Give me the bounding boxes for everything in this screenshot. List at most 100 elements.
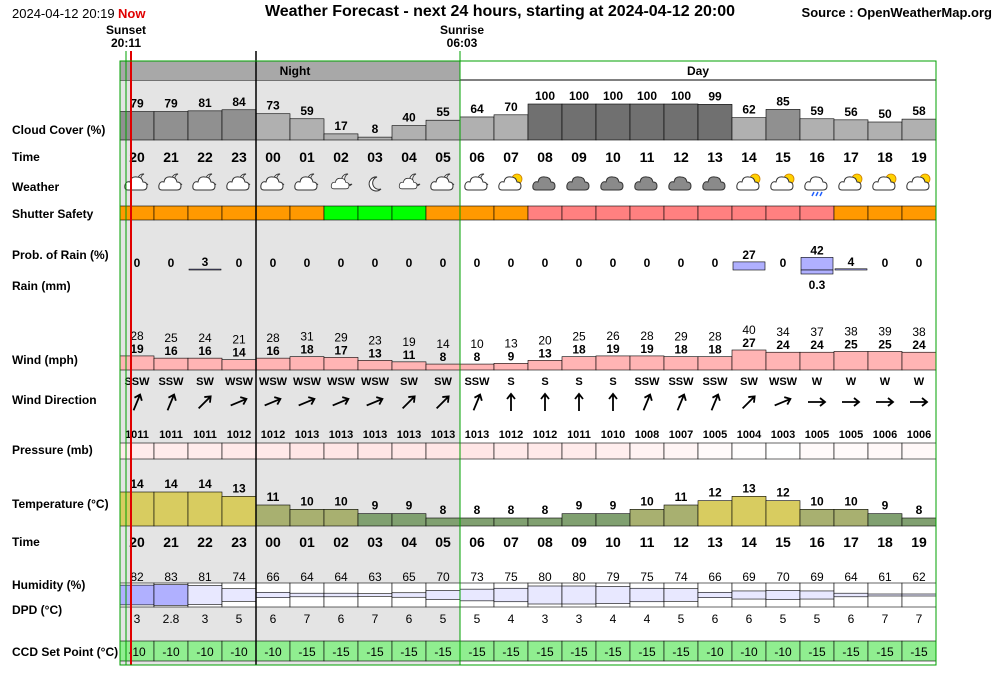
row-label-wind-direction: Wind Direction <box>12 393 97 407</box>
wind-speed-bar <box>289 356 325 371</box>
time-label: 08 <box>537 149 553 165</box>
pressure-cell <box>663 442 699 460</box>
wind-speed-bar <box>255 357 291 371</box>
wind-gust-value: 25 <box>164 331 178 345</box>
temperature-value: 10 <box>334 494 348 508</box>
dpd-value: 3 <box>202 612 209 626</box>
pressure-value: 1013 <box>329 429 353 441</box>
humidity-value: 74 <box>232 570 246 584</box>
wind-gust-value: 28 <box>266 331 280 345</box>
time-label: 19 <box>911 149 927 165</box>
wind-direction-label: SW <box>740 376 758 388</box>
humidity-value: 70 <box>776 570 790 584</box>
cloud-shape <box>330 177 350 190</box>
humidity-bar <box>153 584 189 606</box>
temperature-bar <box>663 504 699 527</box>
dpd-value: 3 <box>542 612 549 626</box>
wind-arrow-icon <box>842 397 861 407</box>
pressure-cell <box>119 442 155 460</box>
wind-gust-value: 38 <box>912 325 926 339</box>
overcast-icon <box>600 176 624 191</box>
pressure-value: 1007 <box>669 429 693 441</box>
arrow-shape <box>366 396 384 407</box>
cloud-cover-value: 50 <box>878 107 892 121</box>
cloud-cover-value: 59 <box>810 104 824 118</box>
pressure-value: 1012 <box>499 429 523 441</box>
temperature-value: 9 <box>372 499 379 513</box>
time-label-bottom: 10 <box>605 534 621 550</box>
rain-probability-value: 0 <box>338 256 345 270</box>
wind-speed-value: 13 <box>538 346 552 360</box>
dpd-value: 5 <box>678 612 685 626</box>
humidity-bar <box>221 588 257 602</box>
shutter-safety-cell <box>187 205 223 221</box>
wind-speed-bar <box>663 356 699 371</box>
cloud-cover-value: 85 <box>776 94 790 108</box>
pressure-value: 1008 <box>635 429 659 441</box>
ccd-value: -15 <box>366 645 384 659</box>
wind-speed-bar <box>391 361 427 371</box>
temperature-value: 11 <box>267 490 280 504</box>
shutter-safety-cell <box>459 205 495 221</box>
temperature-value: 9 <box>576 499 583 513</box>
cloud-cover-value: 58 <box>912 104 926 118</box>
temperature-bar <box>799 509 835 527</box>
time-label-bottom: 02 <box>333 534 349 550</box>
cloud-cover-bar <box>629 103 665 141</box>
wind-speed-value: 25 <box>844 337 858 351</box>
wind-gust-value: 29 <box>334 330 348 344</box>
overcast-icon <box>702 176 726 191</box>
time-label: 01 <box>299 149 315 165</box>
shutter-safety-cell <box>799 205 835 221</box>
arrow-shape <box>608 392 618 411</box>
row-label-time: Time <box>12 150 40 164</box>
wind-arrow-icon <box>608 392 618 411</box>
wind-speed-bar <box>459 363 495 371</box>
humidity-bar <box>187 585 223 605</box>
sunset-info: Sunset 20:11 <box>81 24 171 50</box>
wind-gust-value: 37 <box>810 325 824 339</box>
time-label: 10 <box>605 149 621 165</box>
shutter-safety-cell <box>731 205 767 221</box>
time-label: 03 <box>367 149 383 165</box>
time-label-bottom: 22 <box>197 534 213 550</box>
pressure-cell <box>765 442 801 460</box>
wind-speed-bar <box>595 355 631 371</box>
dpd-value: 4 <box>508 612 515 626</box>
wind-speed-bar <box>697 356 733 371</box>
temperature-bar <box>357 513 393 527</box>
wind-arrow-icon <box>264 396 282 407</box>
time-label-bottom: 23 <box>231 534 247 550</box>
dpd-value: 6 <box>338 612 345 626</box>
humidity-bar <box>799 590 835 600</box>
wind-speed-value: 25 <box>878 337 892 351</box>
cloud-cover-value: 59 <box>300 104 314 118</box>
rain-probability-value: 0 <box>134 256 141 270</box>
cloud-cover-bar <box>391 125 427 141</box>
overcast-icon <box>634 176 658 191</box>
cloud-cover-value: 8 <box>372 122 379 136</box>
dpd-value: 3 <box>134 612 141 626</box>
cloud-cover-value: 55 <box>436 105 450 119</box>
pressure-cell <box>391 442 427 460</box>
sunset-label: Sunset <box>105 23 146 37</box>
wind-speed-bar <box>323 357 359 371</box>
cloud-shape <box>398 177 418 190</box>
time-label: 12 <box>673 149 689 165</box>
cloud-moon-icon <box>330 173 353 190</box>
pressure-value: 1006 <box>873 429 897 441</box>
ccd-value: -15 <box>298 645 316 659</box>
humidity-value: 63 <box>368 570 382 584</box>
wind-speed-bar <box>187 357 223 371</box>
temperature-bar <box>255 504 291 527</box>
shutter-safety-cell <box>323 205 359 221</box>
wind-arrow-icon <box>876 397 895 407</box>
ccd-value: -15 <box>502 645 520 659</box>
wind-arrow-icon <box>676 393 687 411</box>
wind-speed-bar <box>561 356 597 371</box>
temperature-value: 10 <box>844 494 858 508</box>
temperature-value: 10 <box>640 494 654 508</box>
time-label-bottom: 15 <box>775 534 791 550</box>
cloud-shape <box>838 176 862 191</box>
dpd-value: 5 <box>474 612 481 626</box>
